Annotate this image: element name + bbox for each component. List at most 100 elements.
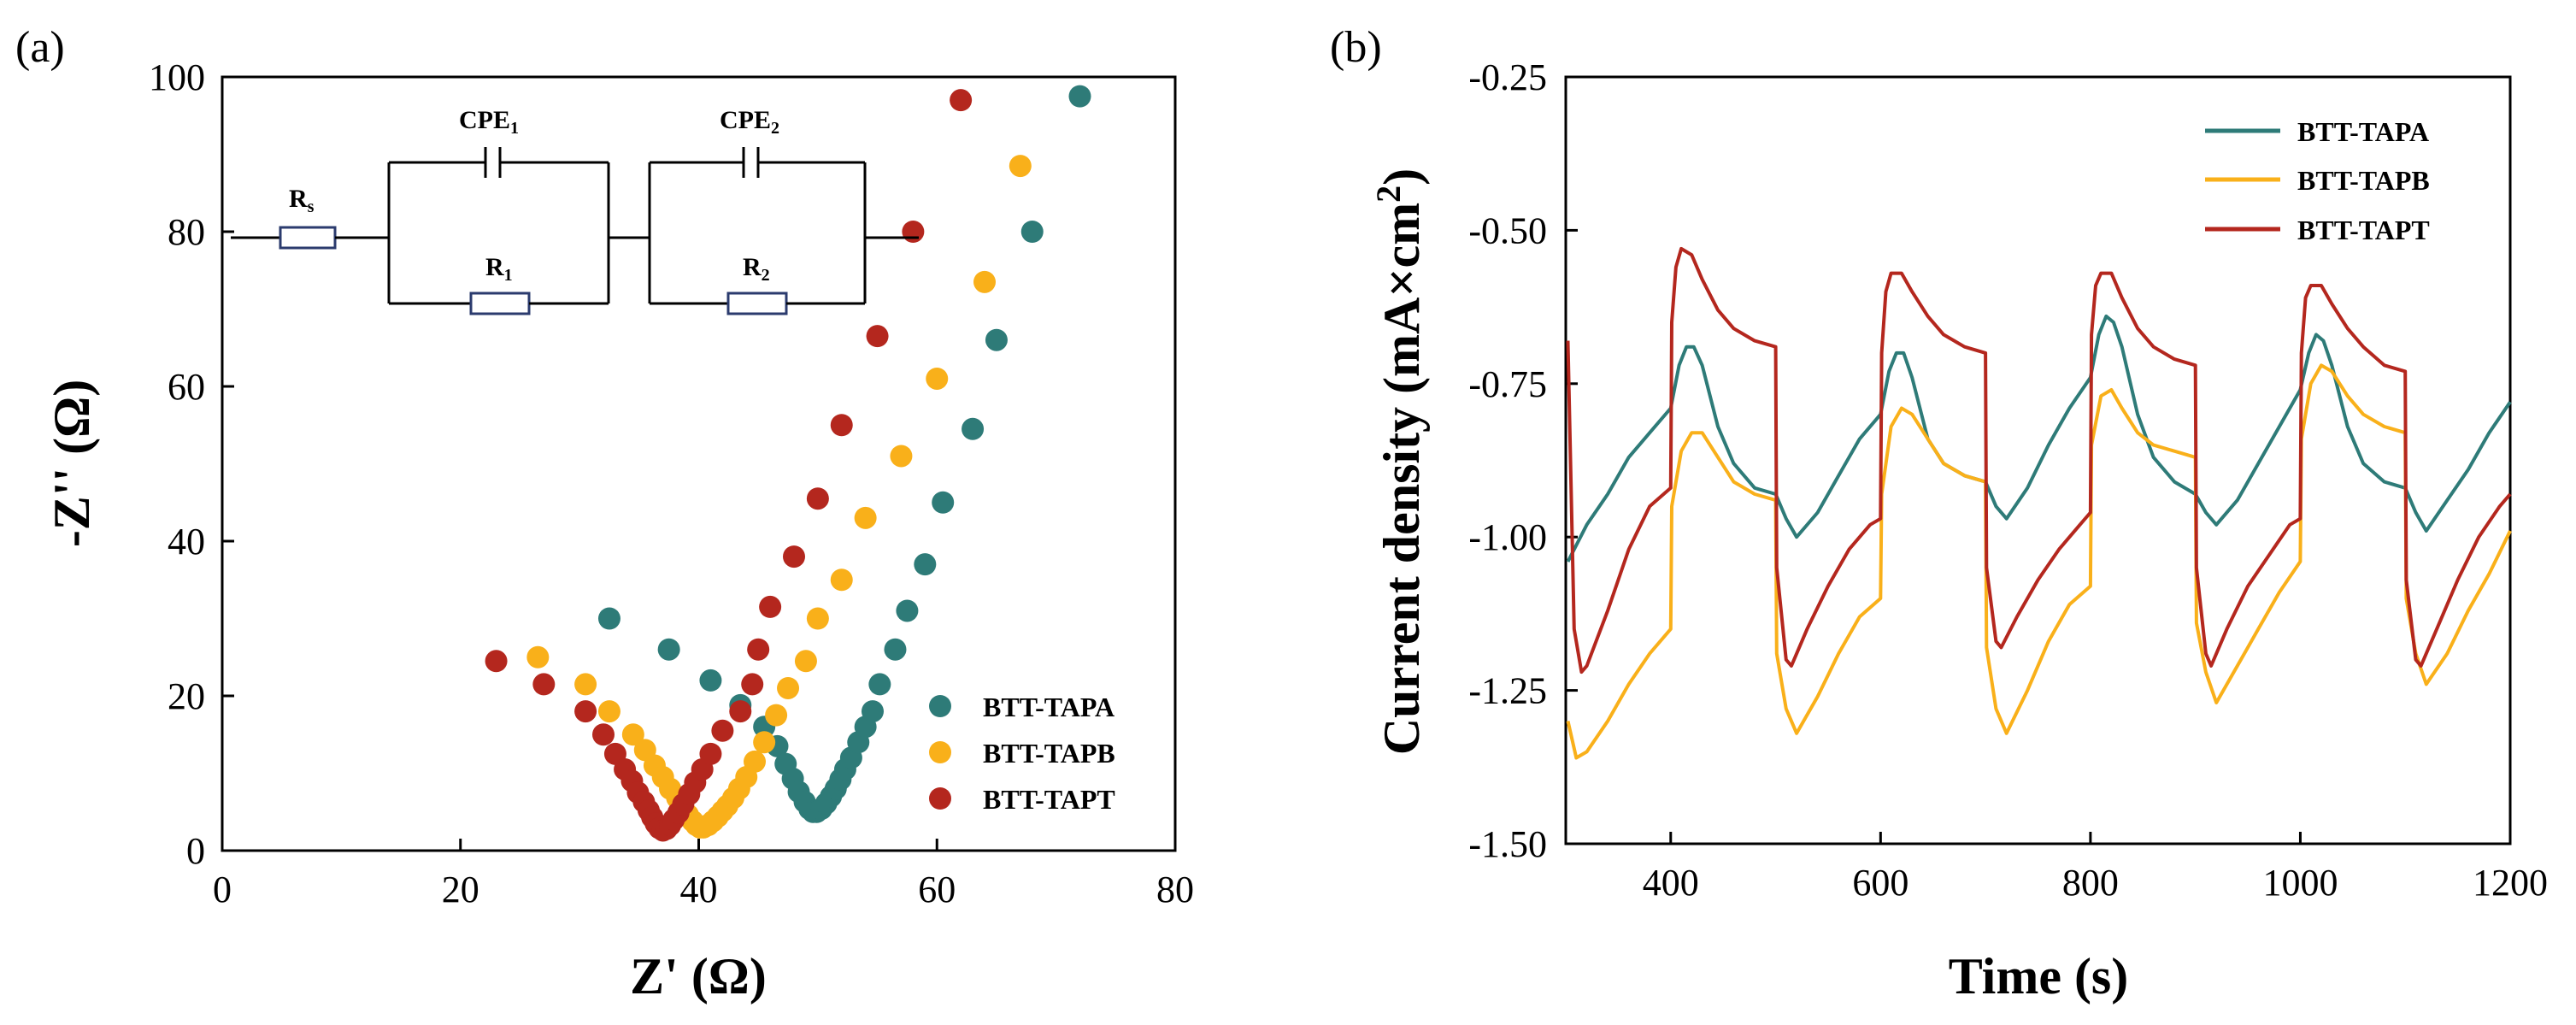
a-point-btt-tapt (711, 719, 734, 742)
a-point-btt-tapa (861, 700, 884, 723)
a-point-btt-tapa (597, 607, 620, 630)
a-point-btt-tapa (932, 491, 955, 514)
a-point-btt-tapa (699, 669, 722, 692)
a-point-btt-tapt (574, 700, 597, 723)
a-point-btt-tapb (830, 568, 853, 592)
b-x-tick-label: 1200 (2473, 862, 2548, 904)
a-point-btt-tapt (950, 89, 973, 112)
legend-b: BTT-TAPA BTT-TAPB BTT-TAPT (2205, 116, 2430, 245)
b-line-btt-tapt (1566, 246, 2512, 674)
a-point-btt-tapb (753, 731, 776, 754)
plot-a-frame (221, 75, 1177, 852)
a-y-axis-label: -Z'' (Ω) (44, 380, 100, 547)
a-point-btt-tapt (806, 487, 829, 510)
b-x-tick-label: 600 (1852, 862, 1908, 904)
legend-a-marker-tapb (929, 741, 951, 763)
b-y-axis-label: Current density (mA×cm2) (1369, 168, 1430, 755)
equivalent-circuit (231, 147, 919, 315)
b-line-btt-tapa (1566, 314, 2512, 563)
legend-a: BTT-TAPA BTT-TAPB BTT-TAPT (929, 692, 1115, 815)
a-y-tick-label: 40 (168, 521, 205, 563)
b-y-tick-label: -1.00 (1468, 516, 1547, 558)
a-point-btt-tapt (830, 414, 853, 437)
b-y-tick-label: -0.50 (1468, 209, 1547, 251)
legend-b-label-tapb: BTT-TAPB (2297, 165, 2430, 196)
a-y-tick-label: 80 (168, 211, 205, 253)
a-point-btt-tapb (794, 650, 817, 673)
a-point-btt-tapb (926, 367, 949, 390)
a-point-btt-tapb (574, 673, 597, 696)
panel-b-label: (b) (1330, 23, 1382, 72)
legend-a-label-tapt: BTT-TAPT (983, 784, 1115, 815)
b-y-tick-label: -1.50 (1468, 823, 1547, 865)
a-x-axis-label: Z' (Ω) (630, 948, 767, 1004)
a-point-btt-tapt (592, 723, 615, 746)
legend-b-label-tapt: BTT-TAPT (2297, 215, 2430, 245)
r2-resistor (726, 292, 788, 315)
a-point-btt-tapb (526, 645, 550, 669)
a-point-btt-tapb (621, 723, 644, 746)
a-point-btt-tapt (902, 221, 925, 243)
a-point-btt-tapb (765, 704, 788, 727)
a-point-btt-tapt (532, 673, 556, 696)
a-point-btt-tapb (744, 750, 767, 773)
legend-a-marker-tapt (929, 787, 951, 810)
a-point-btt-tapa (896, 599, 919, 622)
a-point-btt-tapa (1020, 221, 1044, 243)
a-point-btt-tapt (747, 638, 770, 661)
plot-b: 400 600 800 1000 1200 -0.25 -0.50 -0.75 -1.00 -1.… (1468, 56, 2548, 904)
a-x-tick-label: 60 (918, 869, 956, 910)
plot-a: 0 20 40 60 80 0 20 40 60 80 100 (149, 56, 1194, 910)
a-point-btt-tapt (783, 545, 805, 568)
b-x-tick-label: 400 (1643, 862, 1699, 904)
a-point-btt-tapa (1068, 85, 1091, 108)
a-x-tick-label: 80 (1156, 869, 1194, 910)
a-point-btt-tapa (962, 417, 985, 440)
a-x-tick-label: 0 (213, 869, 232, 910)
r2-label: R2 (743, 253, 770, 285)
panel-a-label: (a) (15, 23, 65, 72)
a-point-btt-tapt (485, 650, 508, 673)
a-point-btt-tapt (729, 700, 752, 723)
legend-a-label-tapb: BTT-TAPB (983, 738, 1115, 769)
a-y-tick-label: 100 (149, 56, 205, 98)
a-point-btt-tapb (1009, 155, 1032, 178)
b-x-axis-label: Time (s) (1949, 948, 2129, 1004)
b-y-tick-label: -1.25 (1468, 670, 1547, 712)
legend-a-marker-tapa (929, 695, 951, 717)
a-point-btt-tapb (854, 506, 877, 529)
a-x-tick-label: 20 (442, 869, 479, 910)
r1-resistor (469, 292, 531, 315)
b-line-btt-tapb (1566, 363, 2512, 760)
a-point-btt-tapb (890, 445, 913, 468)
plot-b-frame (1564, 75, 2512, 845)
rs-label: Rs (289, 185, 315, 216)
b-y-tick-label: -0.25 (1468, 56, 1547, 98)
a-point-btt-tapb (777, 676, 800, 699)
legend-a-label-tapa: BTT-TAPA (983, 692, 1115, 722)
circuit-labels: Rs CPE1 R1 CPE2 R2 (289, 106, 779, 285)
rs-resistor (279, 226, 337, 250)
a-point-btt-tapt (699, 742, 722, 765)
b-x-tick-label: 800 (2062, 862, 2119, 904)
a-point-btt-tapa (868, 673, 891, 696)
a-y-tick-label: 60 (168, 366, 205, 408)
legend-b-label-tapa: BTT-TAPA (2297, 116, 2429, 147)
a-point-btt-tapa (657, 638, 680, 661)
a-point-btt-tapt (741, 673, 764, 696)
a-point-btt-tapb (973, 270, 996, 293)
a-point-btt-tapt (759, 595, 782, 618)
cpe2-label: CPE2 (720, 106, 779, 138)
a-point-btt-tapt (866, 325, 889, 348)
a-x-tick-label: 40 (680, 869, 718, 910)
a-point-btt-tapa (985, 328, 1008, 351)
a-point-btt-tapb (597, 700, 620, 723)
b-y-tick-label: -0.75 (1468, 363, 1547, 405)
a-point-btt-tapa (914, 553, 937, 576)
a-y-tick-label: 0 (186, 830, 205, 872)
a-point-btt-tapa (884, 638, 907, 661)
a-point-btt-tapb (806, 607, 829, 630)
r1-label: R1 (485, 253, 513, 285)
a-y-tick-label: 20 (168, 675, 205, 717)
